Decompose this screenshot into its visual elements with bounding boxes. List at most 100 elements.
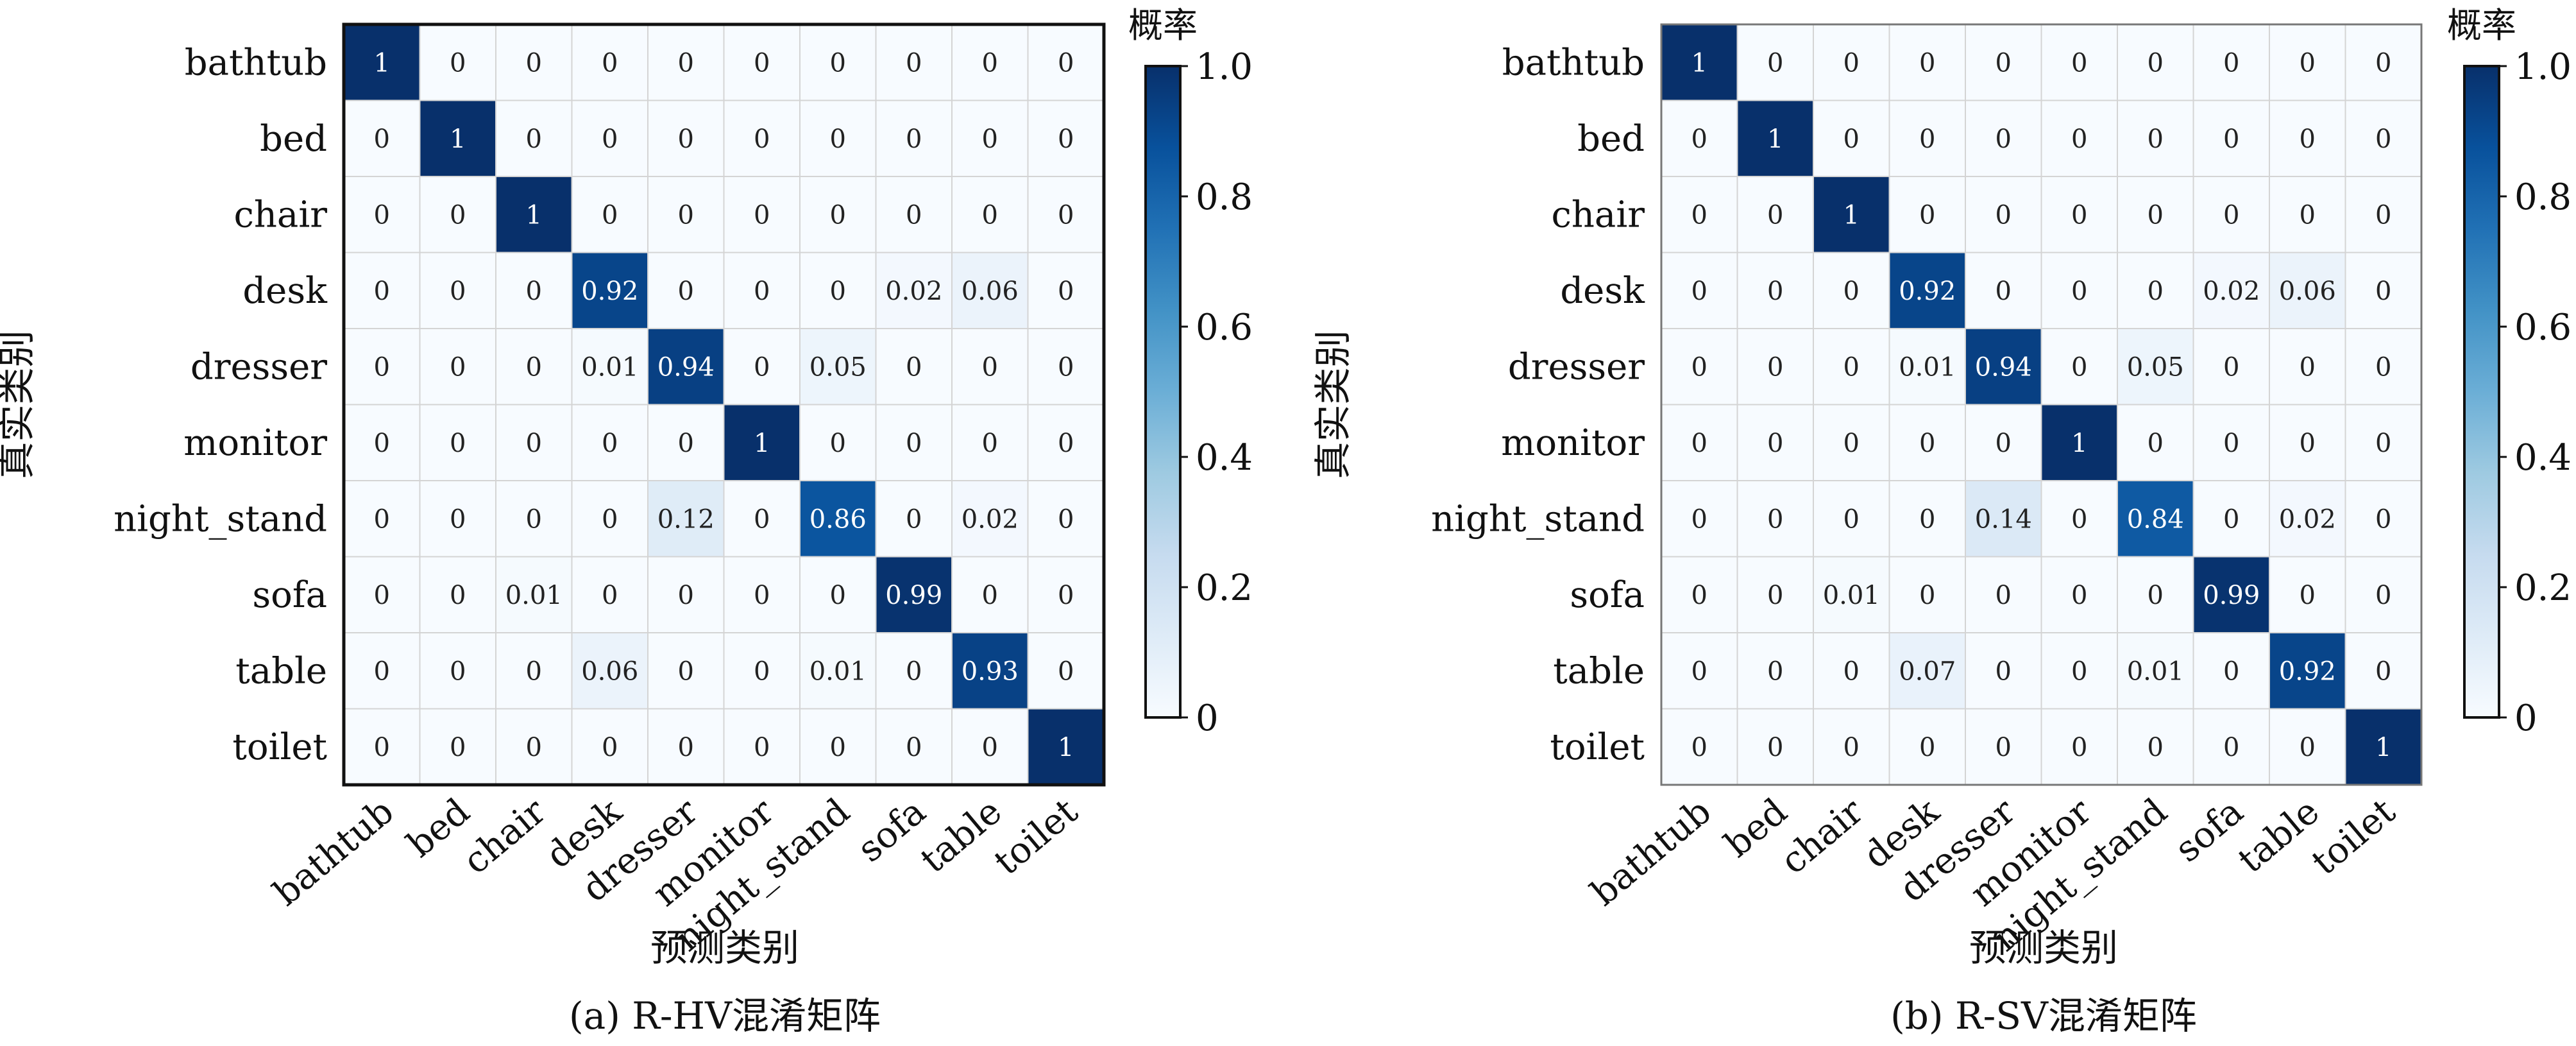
cell-dresser-table [2269,328,2346,406]
cell-label: 0 [1058,429,1074,458]
cell-label: 0 [602,124,618,154]
cell-desk-bathtub [1661,252,1738,329]
y-tick-label: sofa [1570,574,1645,616]
cell-bathtub-dresser [1965,24,2042,101]
cell-label: 0 [830,429,846,458]
cell-label: 0 [2071,656,2087,686]
cell-label: 0 [450,733,466,762]
cell-bathtub-desk [1888,24,1966,101]
cell-monitor-bathtub [343,404,421,481]
cell-label: 0 [1843,429,1860,458]
y-tick-label: table [1553,650,1645,692]
cell-sofa-monitor [2040,556,2118,633]
cell-table-table [951,632,1029,710]
cell-label: 0 [1919,429,1935,458]
cell-label: 0.01 [1823,581,1880,610]
cell-label: 0 [1058,504,1074,534]
cell-monitor-monitor [2040,404,2118,481]
cell-label: 0 [1996,581,2012,610]
cell-label: 0 [754,656,770,686]
cell-label: 0 [1691,124,1707,154]
cell-bed-bed [1736,99,1814,177]
cell-dresser-bed [419,328,496,406]
cell-label: 0.94 [657,352,715,382]
cell-bed-table [951,99,1029,177]
cell-label: 0.06 [2279,277,2336,306]
cell-toilet-monitor [723,708,801,785]
cell-label: 0 [678,581,694,610]
cell-label: 0 [2148,124,2164,154]
cell-label: 0 [982,48,998,78]
colorbar-tick-label: 0.6 [2514,307,2572,348]
colorbar-tick-label: 0 [1196,698,1219,739]
cell-monitor-chair [495,404,573,481]
cell-label: 0 [1996,124,2012,154]
cell-table-chair [1813,632,1890,710]
cell-label: 0 [1843,733,1860,762]
cell-night-stand-toilet [1027,480,1105,558]
cell-bed-night-stand [799,99,877,177]
cell-label: 0 [906,504,922,534]
cell-label: 0 [2223,656,2239,686]
cell-label: 0 [1996,429,2012,458]
cell-label: 0 [1058,277,1074,306]
cell-bathtub-night-stand [2117,24,2194,101]
y-tick-label: toilet [1550,726,1645,768]
cell-label: 0 [754,352,770,382]
cell-label: 0 [2375,429,2391,458]
cell-label: 0.07 [1899,656,1956,686]
cell-label: 0 [1996,48,2012,78]
panel-r-sv: 1 0 0 0 0 0 0 0 0 0 0 1 0 0 0 0 0 0 0 0 0 0 1 0 0 0 0 0 0 0 0 0 0 0.92 0 0 0… [1311,5,2572,1038]
cell-chair-bed [419,176,496,253]
colorbar-tick-label: 0.4 [2514,437,2572,479]
cell-label: 0 [2148,429,2164,458]
cell-label: 0 [678,656,694,686]
cell-dresser-table [951,328,1029,406]
cell-label: 0 [906,48,922,78]
cell-label: 0 [2148,48,2164,78]
y-tick-label: sofa [252,574,327,616]
cell-label: 0.01 [1899,352,1956,382]
x-axis-label: 预测类别 [650,926,799,970]
cell-sofa-bed [419,556,496,633]
cell-label: 0 [2375,656,2391,686]
cell-desk-toilet [2344,252,2422,329]
cell-label: 0 [754,504,770,534]
cell-label: 0.92 [581,277,638,306]
cell-label: 0 [450,48,466,78]
x-tick-label: bathtub [1583,791,1719,914]
cell-monitor-desk [1888,404,1966,481]
x-axis-label: 预测类别 [1969,926,2118,970]
cell-label: 0.06 [962,277,1019,306]
cell-table-bed [419,632,496,710]
cell-label: 0 [602,581,618,610]
cell-sofa-toilet [2344,556,2422,633]
cell-dresser-chair [1813,328,1890,406]
cell-label: 0 [2071,200,2087,230]
cell-night-stand-desk [1888,480,1966,558]
cell-label: 0 [2223,504,2239,534]
cell-bed-desk [1888,99,1966,177]
cell-label: 1 [526,200,542,230]
cell-label: 0 [2071,581,2087,610]
cell-label: 0.12 [657,504,715,534]
cell-label: 1 [450,124,466,154]
colorbar-tick-label: 1.0 [2514,46,2572,88]
cell-monitor-night-stand [2117,404,2194,481]
y-tick-label: bed [260,118,327,160]
cell-label: 0 [1767,733,1783,762]
cell-dresser-toilet [1027,328,1105,406]
cell-chair-bed [1736,176,1814,253]
cell-table-desk [1888,632,1966,710]
y-tick-label: monitor [1501,422,1645,464]
cell-label: 0 [1843,656,1860,686]
colorbar-title: 概率 [2447,5,2516,46]
cell-chair-table [2269,176,2346,253]
cell-label: 0 [1843,504,1860,534]
cell-monitor-dresser [647,404,725,481]
cell-label: 0 [2300,581,2316,610]
cell-label: 0 [374,504,390,534]
cell-monitor-toilet [2344,404,2422,481]
cell-desk-night-stand [2117,252,2194,329]
cell-label: 0.94 [1975,352,2032,382]
